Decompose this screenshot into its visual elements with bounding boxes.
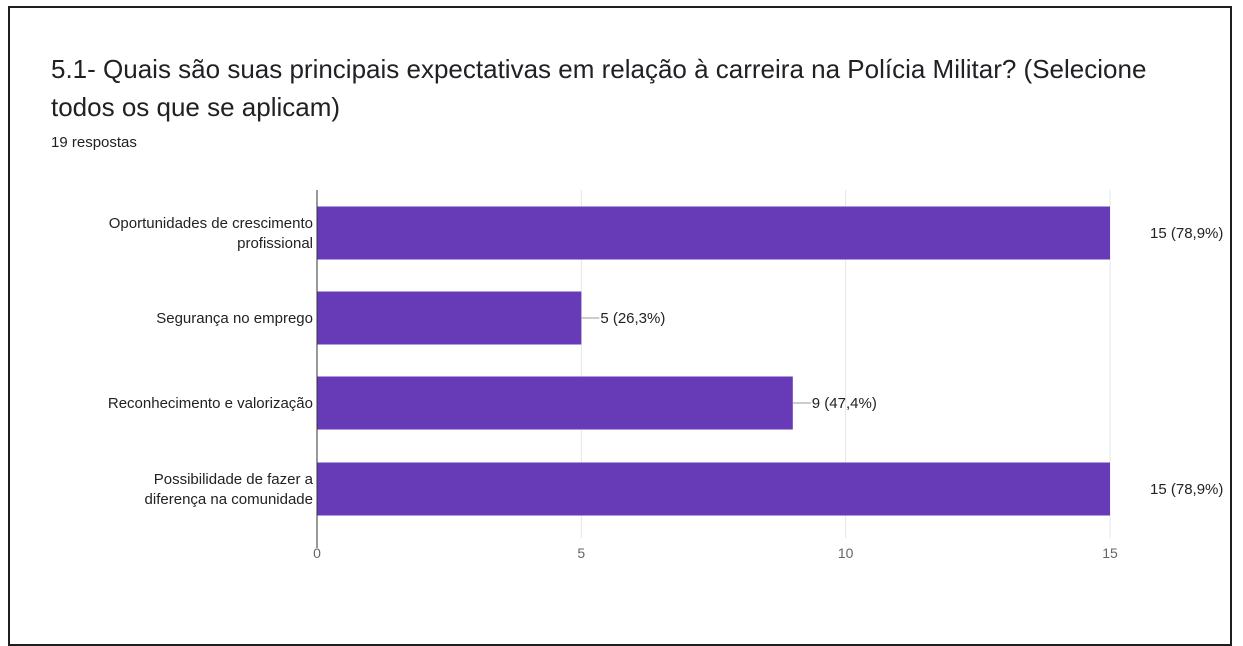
response-count: 19 respostas	[51, 134, 137, 151]
category-label: diferença na comunidade	[145, 491, 313, 508]
data-label: 5 (26,3%)	[600, 310, 665, 327]
x-tick-label: 15	[1102, 545, 1118, 561]
data-label: 15 (78,9%)	[1150, 481, 1223, 498]
category-label: Segurança no emprego	[156, 310, 313, 327]
question-card: 5.1- Quais são suas principais expectati…	[8, 6, 1232, 646]
x-tick-label: 5	[577, 545, 585, 561]
bar	[317, 206, 1110, 260]
data-label: 9 (47,4%)	[812, 395, 877, 412]
bar	[317, 291, 582, 345]
x-tick-label: 10	[838, 545, 854, 561]
bar-chart: 15 (78,9%) 5 (26,3%) 9 (47,4%) 15 (78,9%) Op…	[108, 190, 1223, 561]
category-label: Reconhecimento e valorização	[108, 395, 313, 412]
category-label: Oportunidades de crescimento	[109, 215, 313, 232]
bar	[317, 376, 793, 430]
question-title: 5.1- Quais são suas principais expectati…	[51, 54, 1147, 122]
category-label: profissional	[237, 235, 313, 252]
x-tick-label: 0	[313, 545, 321, 561]
bar	[317, 462, 1110, 516]
data-label: 15 (78,9%)	[1150, 225, 1223, 242]
category-label: Possibilidade de fazer a	[154, 471, 314, 488]
